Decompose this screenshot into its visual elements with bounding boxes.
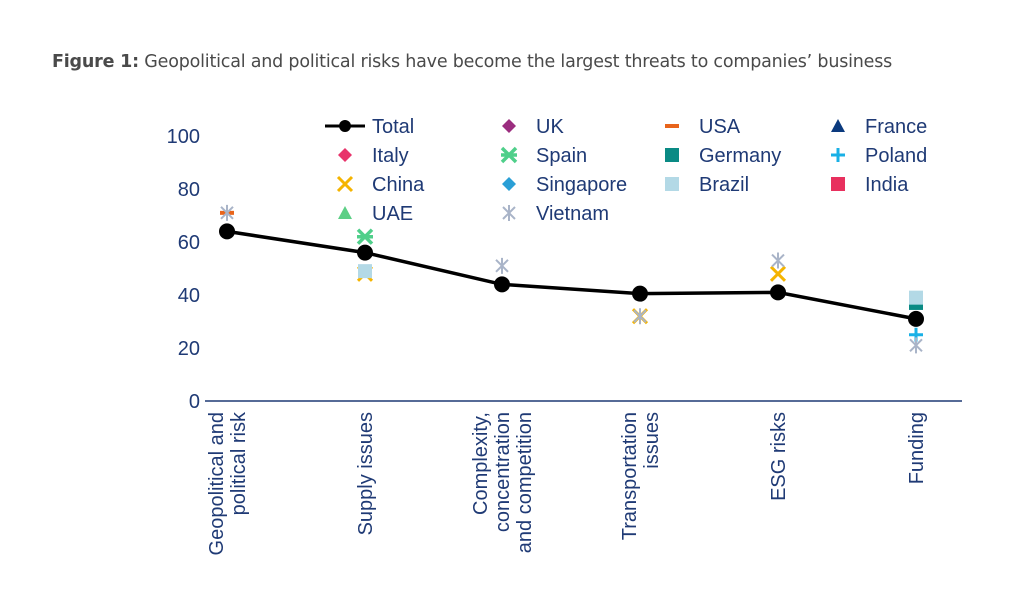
total-point [219,223,235,240]
legend-item-france: France [831,116,927,138]
legend-marker [665,177,679,191]
legend-label: UAE [372,203,413,225]
svg-text:concentration: concentration [492,412,514,532]
marker-vietnam [771,252,785,269]
x-tick-label: Supply issues [355,412,377,535]
legend-item-total: Total [325,116,414,138]
svg-text:Supply issues: Supply issues [355,412,377,535]
legend-item-uk: UK [502,116,564,138]
legend-item-usa: USA [665,116,741,138]
marker-brazil [909,290,923,305]
legend-item-brazil: Brazil [665,174,749,196]
legend-marker [831,148,845,162]
y-tick-label: 60 [178,232,200,254]
legend-label: India [865,174,909,196]
y-tick-label: 100 [167,126,200,148]
legend-label: UK [536,116,564,138]
marker-vietnam [495,257,509,274]
y-tick-label: 0 [189,391,200,413]
legend-label: China [372,174,425,196]
legend-label: Brazil [699,174,749,196]
x-tick-label: ESG risks [768,412,790,501]
legend-label: Spain [536,145,587,167]
legend-label: Vietnam [536,203,609,225]
marker-vietnam [909,337,923,354]
x-tick-label: Funding [906,412,928,484]
total-line [226,229,917,321]
legend-item-singapore: Singapore [502,174,627,196]
legend-label: Singapore [536,174,627,196]
legend-label: Germany [699,145,781,167]
marker-vietnam [220,204,234,221]
x-tick-label: Complexity, concentration and competition [470,412,536,553]
svg-text:Geopolitical and: Geopolitical and [206,412,228,555]
y-tick-label: 40 [178,285,200,307]
svg-text:political risk: political risk [228,411,250,515]
total-point [494,276,510,293]
legend-marker [831,177,845,191]
svg-text:ESG risks: ESG risks [768,412,790,501]
legend-marker [325,120,365,132]
figure-label: Figure 1: [52,52,139,72]
legend-label: France [865,116,927,138]
y-tick-label: 20 [178,338,200,360]
svg-text:issues: issues [641,412,663,469]
marker-vietnam [633,308,647,325]
legend-item-poland: Poland [831,145,927,167]
legend-label: USA [699,116,741,138]
legend-item-italy: Italy [338,145,409,167]
svg-text:Funding: Funding [906,412,928,484]
marker-spain [356,228,374,245]
legend-marker [338,148,352,162]
marker-brazil [358,264,372,279]
legend-item-germany: Germany [665,145,781,167]
legend-item-india: India [831,174,909,196]
legend-marker [831,119,845,132]
figure-title: Figure 1: Geopolitical and political ris… [52,52,892,72]
legend-item-china: China [336,174,425,196]
total-point [770,284,786,301]
legend-label: Total [372,116,414,138]
legend-marker [502,119,516,133]
total-point [632,285,648,302]
legend-marker [336,175,354,193]
y-tick-label: 80 [178,179,200,201]
svg-text:Transportation: Transportation [619,412,641,540]
figure-title-text: Geopolitical and political risks have be… [144,52,893,72]
x-tick-label: Transportation issues [619,412,663,540]
svg-text:Complexity,: Complexity, [470,412,492,515]
legend-label: Italy [372,145,409,167]
total-point [908,310,924,327]
legend-marker [502,177,516,191]
legend-marker [500,146,518,164]
legend-item-uae: UAE [338,203,413,225]
legend-item-vietnam: Vietnam [502,203,609,225]
svg-text:and competition: and competition [514,412,536,553]
legend-marker [502,205,516,221]
legend-item-spain: Spain [500,145,587,167]
x-tick-label: Geopolitical and political risk [206,411,250,555]
legend-label: Poland [865,145,927,167]
total-point [357,244,373,261]
legend-marker [338,206,352,219]
marker-china [769,265,787,282]
legend-marker [665,148,679,162]
